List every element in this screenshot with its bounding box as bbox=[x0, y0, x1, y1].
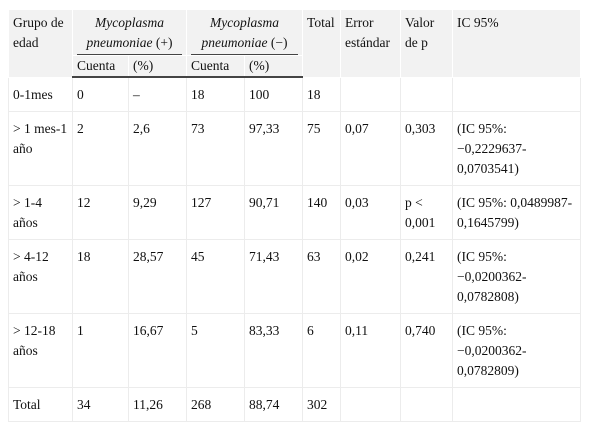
table-cell: 2 bbox=[72, 111, 129, 186]
subheader-cell: (%) bbox=[244, 55, 304, 78]
table-cell: 71,43 bbox=[244, 239, 304, 314]
header-cell: Grupo de edad bbox=[8, 9, 73, 78]
empty-cell bbox=[452, 387, 582, 422]
table-cell: (IC 95%: −0,2229637-0,0703541) bbox=[452, 111, 582, 186]
table-cell: 0,02 bbox=[340, 239, 402, 314]
header-cell: Error estándar bbox=[340, 9, 402, 78]
table-cell: 268 bbox=[186, 387, 246, 422]
organism: Mycoplasma pneumoniae bbox=[201, 15, 280, 50]
subheader-cell: (%) bbox=[127, 55, 188, 78]
table-cell: (IC 95%: −0,0200362-0,0782808) bbox=[452, 239, 582, 314]
table-cell: 75 bbox=[302, 111, 342, 186]
table-cell: 18 bbox=[186, 76, 246, 112]
table-cell: 28,57 bbox=[127, 239, 188, 314]
table-cell: 0-1mes bbox=[8, 76, 73, 112]
table-cell: 5 bbox=[186, 313, 246, 388]
table-cell: 63 bbox=[302, 239, 342, 314]
table-cell: (IC 95%: −0,0200362-0,0782809) bbox=[452, 313, 582, 388]
table-cell: 100 bbox=[244, 76, 304, 112]
table-body: 0-1mes 0–18 100 18 > 1 mes-1 año 2 2,6 73 97,33 7… bbox=[8, 76, 582, 422]
table-cell: 97,33 bbox=[244, 111, 304, 186]
table-cell: 0 bbox=[72, 76, 129, 112]
table-cell: 83,33 bbox=[244, 313, 304, 388]
table-cell: 18 bbox=[72, 239, 129, 314]
table-cell: 127 bbox=[186, 185, 246, 240]
table-row: > 1-4 años 12 9,29 127 90,71 140 0,03 p < 0,001… bbox=[8, 185, 582, 240]
table-cell: 12 bbox=[72, 185, 129, 240]
header-cell: IC 95% bbox=[452, 9, 582, 78]
empty-cell bbox=[340, 387, 402, 422]
table-header: Grupo de edad Mycoplasma pneumoniae (+) … bbox=[8, 9, 582, 78]
empty-cell bbox=[400, 387, 454, 422]
subheader-cell: Cuenta bbox=[72, 55, 129, 78]
subheader-cell: Cuenta bbox=[186, 55, 246, 78]
empty-cell bbox=[400, 76, 454, 112]
table-cell: (IC 95%: 0,0489987-0,1645799) bbox=[452, 185, 582, 240]
table-cell: 302 bbox=[302, 387, 342, 422]
empty-cell bbox=[452, 76, 582, 112]
table-cell: 0,11 bbox=[340, 313, 402, 388]
header-cell: Total bbox=[302, 9, 342, 78]
table-cell: p < 0,001 bbox=[400, 185, 454, 240]
table-cell: 0,07 bbox=[340, 111, 402, 186]
table-cell: 88,74 bbox=[244, 387, 304, 422]
empty-cell bbox=[340, 76, 402, 112]
sign: (−) bbox=[270, 35, 288, 50]
table-cell: 0,303 bbox=[400, 111, 454, 186]
table-cell: > 12-18 años bbox=[8, 313, 73, 388]
table-cell: 16,67 bbox=[127, 313, 188, 388]
table-cell: > 1-4 años bbox=[8, 185, 73, 240]
table-cell: 0,241 bbox=[400, 239, 454, 314]
table-cell: 0,03 bbox=[340, 185, 402, 240]
table-cell: 2,6 bbox=[127, 111, 188, 186]
table-cell: 1 bbox=[72, 313, 129, 388]
table-row: > 4-12 años 18 28,57 45 71,43 63 0,02 0,241 (IC … bbox=[8, 239, 582, 314]
table-row: 0-1mes 0–18 100 18 bbox=[8, 76, 582, 112]
table-cell: 0,740 bbox=[400, 313, 454, 388]
table-cell: – bbox=[127, 76, 188, 112]
organism: Mycoplasma pneumoniae bbox=[86, 15, 164, 50]
table-cell: > 1 mes-1 año bbox=[8, 111, 73, 186]
data-table: Grupo de edad Mycoplasma pneumoniae (+) … bbox=[8, 9, 582, 422]
table-cell: 90,71 bbox=[244, 185, 304, 240]
sign: (+) bbox=[155, 35, 173, 50]
table-row: > 12-18 años 1 16,67 5 83,33 6 0,11 0,740 (IC 95… bbox=[8, 313, 582, 388]
table-cell: 6 bbox=[302, 313, 342, 388]
table-cell: 18 bbox=[302, 76, 342, 112]
table-row: Total 34 11,26 268 88,74 302 bbox=[8, 387, 582, 422]
header-cell: Valor de p bbox=[400, 9, 454, 78]
table-cell: 9,29 bbox=[127, 185, 188, 240]
table-cell: 45 bbox=[186, 239, 246, 314]
table-cell: 73 bbox=[186, 111, 246, 186]
table-cell: Total bbox=[8, 387, 73, 422]
group-header: Mycoplasma pneumoniae (+) bbox=[71, 9, 188, 56]
table-cell: 11,26 bbox=[127, 387, 188, 422]
table-cell: 140 bbox=[302, 185, 342, 240]
table-row: > 1 mes-1 año 2 2,6 73 97,33 75 0,07 0,303 (IC 9… bbox=[8, 111, 582, 186]
subheader-row: Cuenta (%) Cuenta (%) bbox=[9, 55, 581, 78]
table-cell: 34 bbox=[72, 387, 129, 422]
group-header: Mycoplasma pneumoniae (−) bbox=[186, 9, 304, 56]
table-cell: > 4-12 años bbox=[8, 239, 73, 314]
